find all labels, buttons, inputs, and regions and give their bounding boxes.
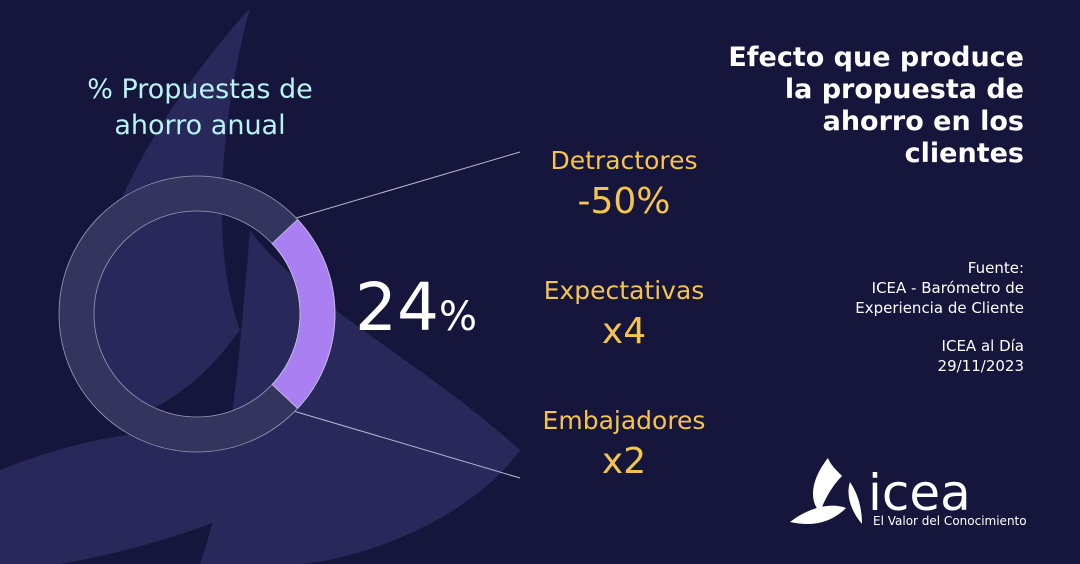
source-heading: Fuente: [967, 259, 1024, 277]
annotation-value: x4 [601, 311, 647, 352]
side-title: Efecto que produce la propuesta de ahorr… [728, 42, 1024, 169]
annotation-value: -50% [577, 181, 671, 222]
annotation-label: Expectativas [543, 276, 705, 305]
annotation-label: Detractores [550, 146, 698, 175]
logo-tagline: El Valor del Conocimiento [873, 514, 1027, 528]
source: Fuente: ICEA - Barómetro de Experiencia … [744, 258, 1024, 376]
value-label: 24% [355, 268, 477, 357]
publication: ICEA al Día [941, 337, 1024, 355]
annotation: Expectativas x4 [514, 276, 734, 358]
logo-name: icea [868, 464, 971, 522]
donut-segment [271, 218, 336, 410]
connector [295, 151, 521, 219]
chart-title: % Propuestas de ahorro anual [87, 74, 313, 141]
annotation: Embajadores x2 [514, 406, 734, 488]
date: 29/11/2023 [937, 357, 1024, 375]
annotation: Detractores -50% [514, 146, 734, 228]
connector [289, 409, 521, 479]
logo-icon [790, 458, 862, 525]
annotation-value: x2 [601, 441, 647, 482]
value: 24 [355, 269, 439, 346]
annotation-label: Embajadores [542, 406, 706, 435]
source-text: ICEA - Barómetro de Experiencia de Clien… [855, 279, 1024, 317]
unit: % [438, 294, 477, 340]
